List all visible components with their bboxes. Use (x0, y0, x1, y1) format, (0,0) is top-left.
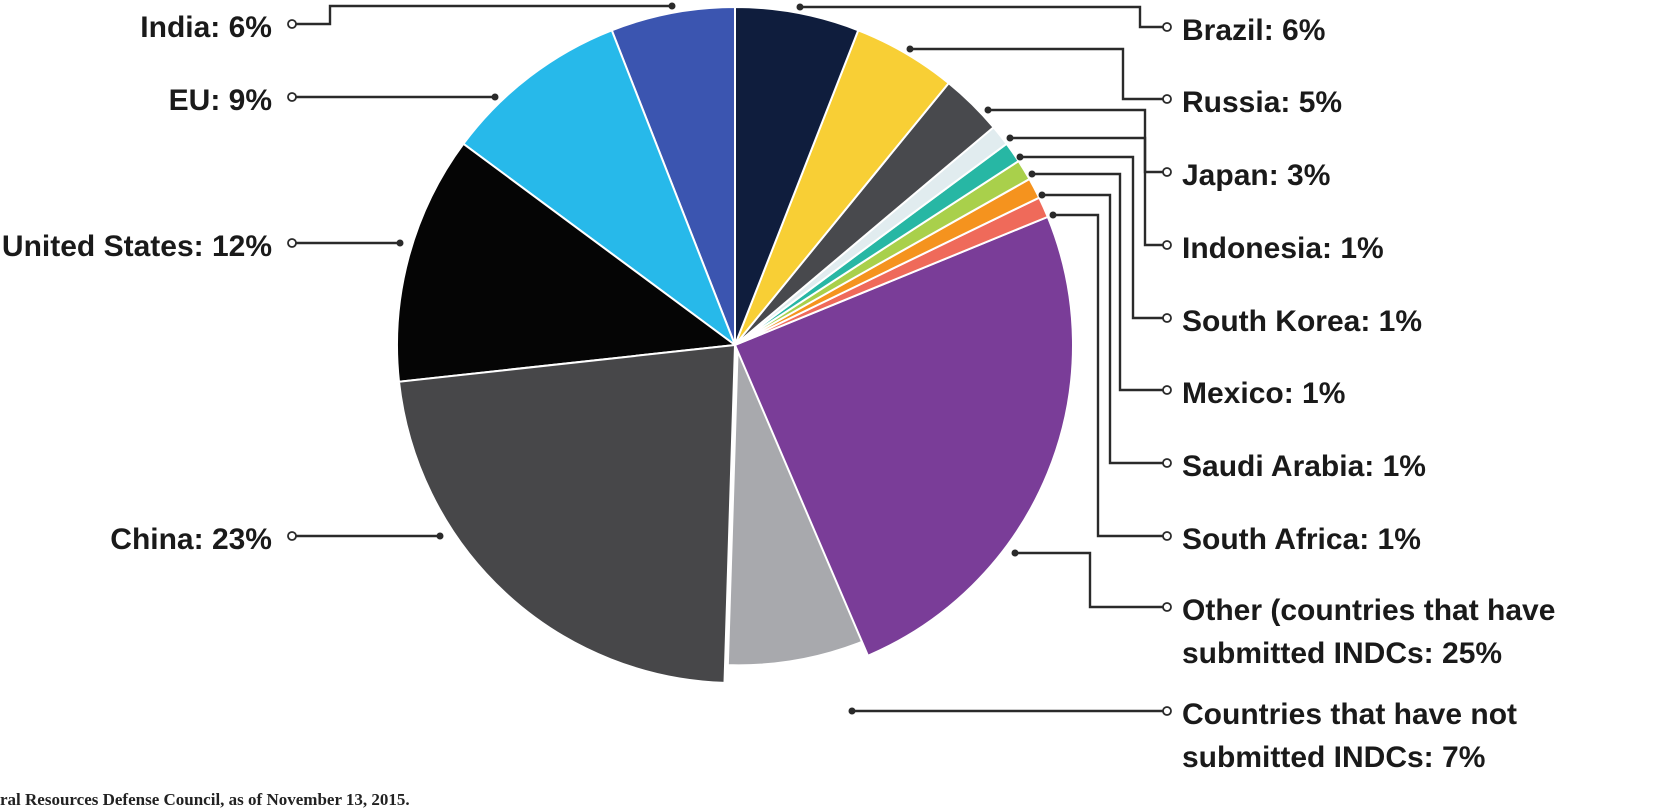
leader-slice-dot-china (436, 532, 444, 540)
leader-label-dot-china (287, 531, 297, 541)
leader-slice-dot-other (1011, 549, 1019, 557)
leader-label-dot-south-korea (1162, 313, 1172, 323)
leader-line-mexico (1032, 172, 1167, 392)
label-japan: Japan: 3% (1182, 159, 1330, 192)
leader-label-dot-saudi-arabia (1162, 458, 1172, 468)
leader-line-other (1015, 551, 1167, 609)
leader-line-saudi-arabia (1042, 193, 1167, 465)
leader-line-south-africa (1053, 213, 1167, 538)
leader-slice-dot-united-states (396, 239, 404, 247)
leader-label-dot-south-africa (1162, 531, 1172, 541)
label-mexico: Mexico: 1% (1182, 377, 1345, 410)
leader-slice-dot-south-africa (1049, 211, 1057, 219)
slice-china (397, 343, 737, 684)
leader-label-dot-japan (1162, 167, 1172, 177)
label-saudi-arabia: Saudi Arabia: 1% (1182, 450, 1426, 483)
leader-slice-dot-brazil (796, 3, 804, 11)
slice-brazil (734, 5, 860, 346)
label-india: India: 6% (140, 11, 272, 44)
leader-slice-dot-japan (984, 106, 992, 114)
leader-label-dot-russia (1162, 94, 1172, 104)
slice-other-countries-that-have-submitted-indcs (733, 215, 1074, 658)
label-south-africa: South Africa: 1% (1182, 523, 1421, 556)
leader-label-dot-mexico (1162, 385, 1172, 395)
leader-slice-dot-mexico (1028, 170, 1036, 178)
leader-label-dot-not-submitted (1162, 706, 1172, 716)
label-not-submitted-line-1: Countries that have not (1182, 698, 1517, 731)
label-south-korea: South Korea: 1% (1182, 305, 1422, 338)
label-brazil: Brazil: 6% (1182, 14, 1325, 47)
leader-label-dot-brazil (1162, 22, 1172, 32)
leader-slice-dot-indonesia (1006, 134, 1014, 142)
label-other-line-2: submitted INDCs: 25% (1182, 637, 1502, 670)
leader-slice-dot-south-korea (1016, 153, 1024, 161)
leader-label-dot-united-states (287, 238, 297, 248)
leader-label-dot-other (1162, 602, 1172, 612)
leader-slice-dot-india (668, 2, 676, 10)
label-eu: EU: 9% (169, 84, 272, 117)
label-indonesia: Indonesia: 1% (1182, 232, 1384, 265)
label-not-submitted-line-2: submitted INDCs: 7% (1182, 741, 1485, 774)
pie-slices (396, 5, 1074, 684)
leader-slice-dot-russia (906, 45, 914, 53)
slice-india (610, 5, 736, 346)
label-other-line-1: Other (countries that have (1182, 594, 1555, 627)
leader-label-dot-indonesia (1162, 240, 1172, 250)
slice-labels: India: 6% EU: 9% United States: 12% China: … (2, 11, 1555, 774)
leader-line-indonesia (1010, 136, 1167, 247)
leader-line-india (292, 4, 672, 26)
leader-label-dot-india (287, 19, 297, 29)
leader-line-south-korea (1020, 155, 1167, 320)
leader-lines (287, 2, 1172, 716)
leader-slice-dot-saudi-arabia (1038, 191, 1046, 199)
label-china: China: 23% (110, 523, 272, 556)
label-russia: Russia: 5% (1182, 86, 1342, 119)
leader-slice-dot-not-submitted (848, 707, 856, 715)
leader-line-brazil (800, 5, 1167, 29)
slice-united-states (396, 142, 738, 383)
label-united-states: United States: 12% (2, 230, 272, 263)
source-note: ral Resources Defense Council, as of Nov… (0, 790, 410, 809)
slice-eu (462, 28, 738, 348)
leader-slice-dot-eu (491, 93, 499, 101)
leader-line-russia (910, 47, 1167, 101)
leader-label-dot-eu (287, 92, 297, 102)
